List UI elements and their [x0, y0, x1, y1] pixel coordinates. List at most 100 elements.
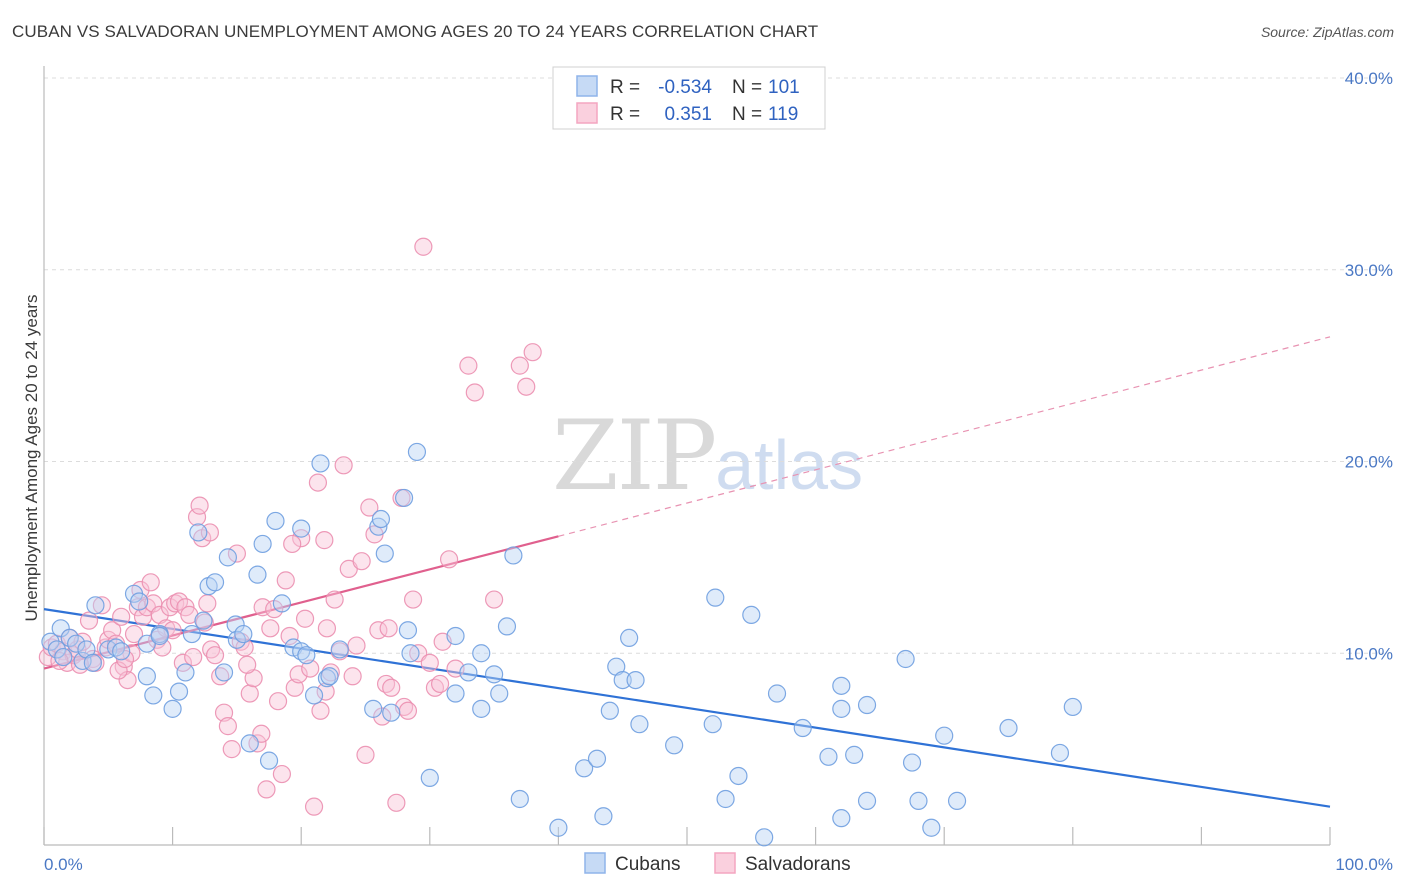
y-tick-label: 30.0% — [1345, 261, 1393, 280]
cubans-point — [767, 684, 787, 703]
salvadorans-points — [38, 237, 542, 816]
salvadorans-point — [403, 590, 423, 609]
cubans-point — [902, 753, 922, 772]
salvadorans-point — [459, 356, 478, 375]
salvadorans-point — [325, 590, 344, 609]
salvadorans-point — [387, 793, 406, 812]
cubans-point — [630, 715, 649, 734]
legend-r-label: R = — [610, 77, 640, 98]
cubans-point — [364, 699, 383, 718]
salvadorans-point — [261, 619, 280, 638]
salvadorans-point — [292, 529, 311, 548]
salvadorans-point — [187, 508, 207, 527]
salvadorans-point — [289, 665, 308, 684]
cubans-point — [485, 665, 504, 684]
watermark-zip: ZIP — [552, 400, 717, 512]
cubans-point — [398, 621, 418, 640]
cubans-point — [594, 807, 613, 826]
cubans-point — [394, 488, 414, 508]
cubans-point — [575, 759, 594, 778]
salvadorans-point — [240, 684, 259, 703]
cubans-point — [169, 682, 189, 701]
salvadorans-point — [92, 596, 111, 615]
source-label: Source: ZipAtlas.com — [1260, 24, 1394, 40]
legend-r-value: 0.351 — [664, 104, 712, 125]
cubans-point — [549, 818, 568, 837]
salvadorans-point — [430, 674, 450, 694]
legend-swatch-cubans — [576, 75, 598, 97]
salvadorans-point — [276, 571, 295, 590]
cubans-trend-line — [43, 608, 1331, 808]
cubans-point — [490, 684, 509, 703]
cubans-point — [234, 624, 253, 644]
cubans-point — [587, 749, 607, 768]
cubans-point — [472, 699, 491, 718]
cubans-point — [67, 634, 86, 653]
salvadorans-point — [382, 678, 401, 697]
cubans-point — [83, 653, 102, 672]
salvadorans-point — [523, 343, 542, 362]
x-tick-label: 0.0% — [44, 855, 83, 874]
salvadorans-point — [218, 717, 237, 736]
cubans-point — [620, 628, 639, 648]
cubans-point — [297, 646, 316, 665]
cubans-point — [665, 736, 684, 755]
legend-n-label: N = — [732, 77, 762, 98]
cubans-point — [793, 718, 812, 738]
cubans-point — [150, 626, 169, 646]
salvadorans-point — [124, 624, 144, 644]
cubans-point — [909, 791, 928, 810]
cubans-point — [371, 509, 391, 529]
cubans-point — [240, 734, 259, 753]
watermark: ZIPatlas — [552, 400, 863, 512]
cubans-point — [253, 534, 272, 554]
salvadorans-point — [334, 456, 353, 475]
salvadorans-point — [317, 619, 337, 638]
salvadorans-point — [414, 237, 433, 256]
salvadorans-point — [379, 619, 398, 638]
cubans-point — [382, 703, 401, 722]
salvadorans-point — [222, 740, 241, 759]
cubans-point — [163, 699, 182, 718]
salvadorans-point — [510, 356, 529, 375]
legend-n-value: 101 — [768, 77, 800, 98]
cubans-point — [320, 667, 339, 686]
cubans-point — [304, 686, 324, 705]
salvadorans-point — [79, 611, 99, 630]
cubans-point — [459, 663, 478, 682]
salvadorans-point — [103, 621, 122, 640]
cubans-point — [266, 511, 285, 531]
cubans-point — [205, 573, 225, 592]
legend-n-value: 119 — [768, 104, 798, 125]
salvadorans-trend-line — [43, 535, 559, 670]
cubans-point — [922, 818, 941, 837]
cubans-point — [935, 726, 954, 745]
salvadorans-point — [356, 745, 375, 764]
legend-bottom-swatch-salvadorans — [714, 852, 736, 874]
salvadorans-point — [227, 544, 246, 563]
cubans-point — [330, 640, 349, 659]
salvadorans-point — [308, 473, 328, 492]
cubans-point — [259, 751, 279, 770]
cubans-point — [706, 588, 725, 607]
cubans-point — [375, 544, 394, 563]
cubans-point — [137, 667, 156, 686]
x-tick-label: 100.0% — [1335, 855, 1393, 874]
salvadorans-point — [343, 667, 362, 686]
salvadorans-point — [214, 703, 234, 722]
trend-lines — [43, 336, 1331, 808]
y-axis-label: Unemployment Among Ages 20 to 24 years — [22, 295, 41, 622]
salvadorans-point — [190, 496, 209, 515]
cubans-point — [86, 596, 105, 615]
x-tick-labels: 0.0% 100.0% — [44, 855, 1393, 874]
salvadorans-point — [316, 682, 335, 701]
legend-bottom: Cubans Salvadorans — [584, 852, 851, 875]
cubans-point — [130, 592, 149, 611]
cubans-point — [112, 642, 131, 661]
legend-r-label: R = — [610, 104, 640, 125]
cubans-point — [272, 594, 292, 613]
cubans-point — [742, 605, 761, 625]
cubans-point — [716, 789, 735, 809]
y-tick-labels: 10.0% 20.0% 30.0% 40.0% — [1345, 69, 1393, 663]
cubans-point — [896, 649, 915, 669]
